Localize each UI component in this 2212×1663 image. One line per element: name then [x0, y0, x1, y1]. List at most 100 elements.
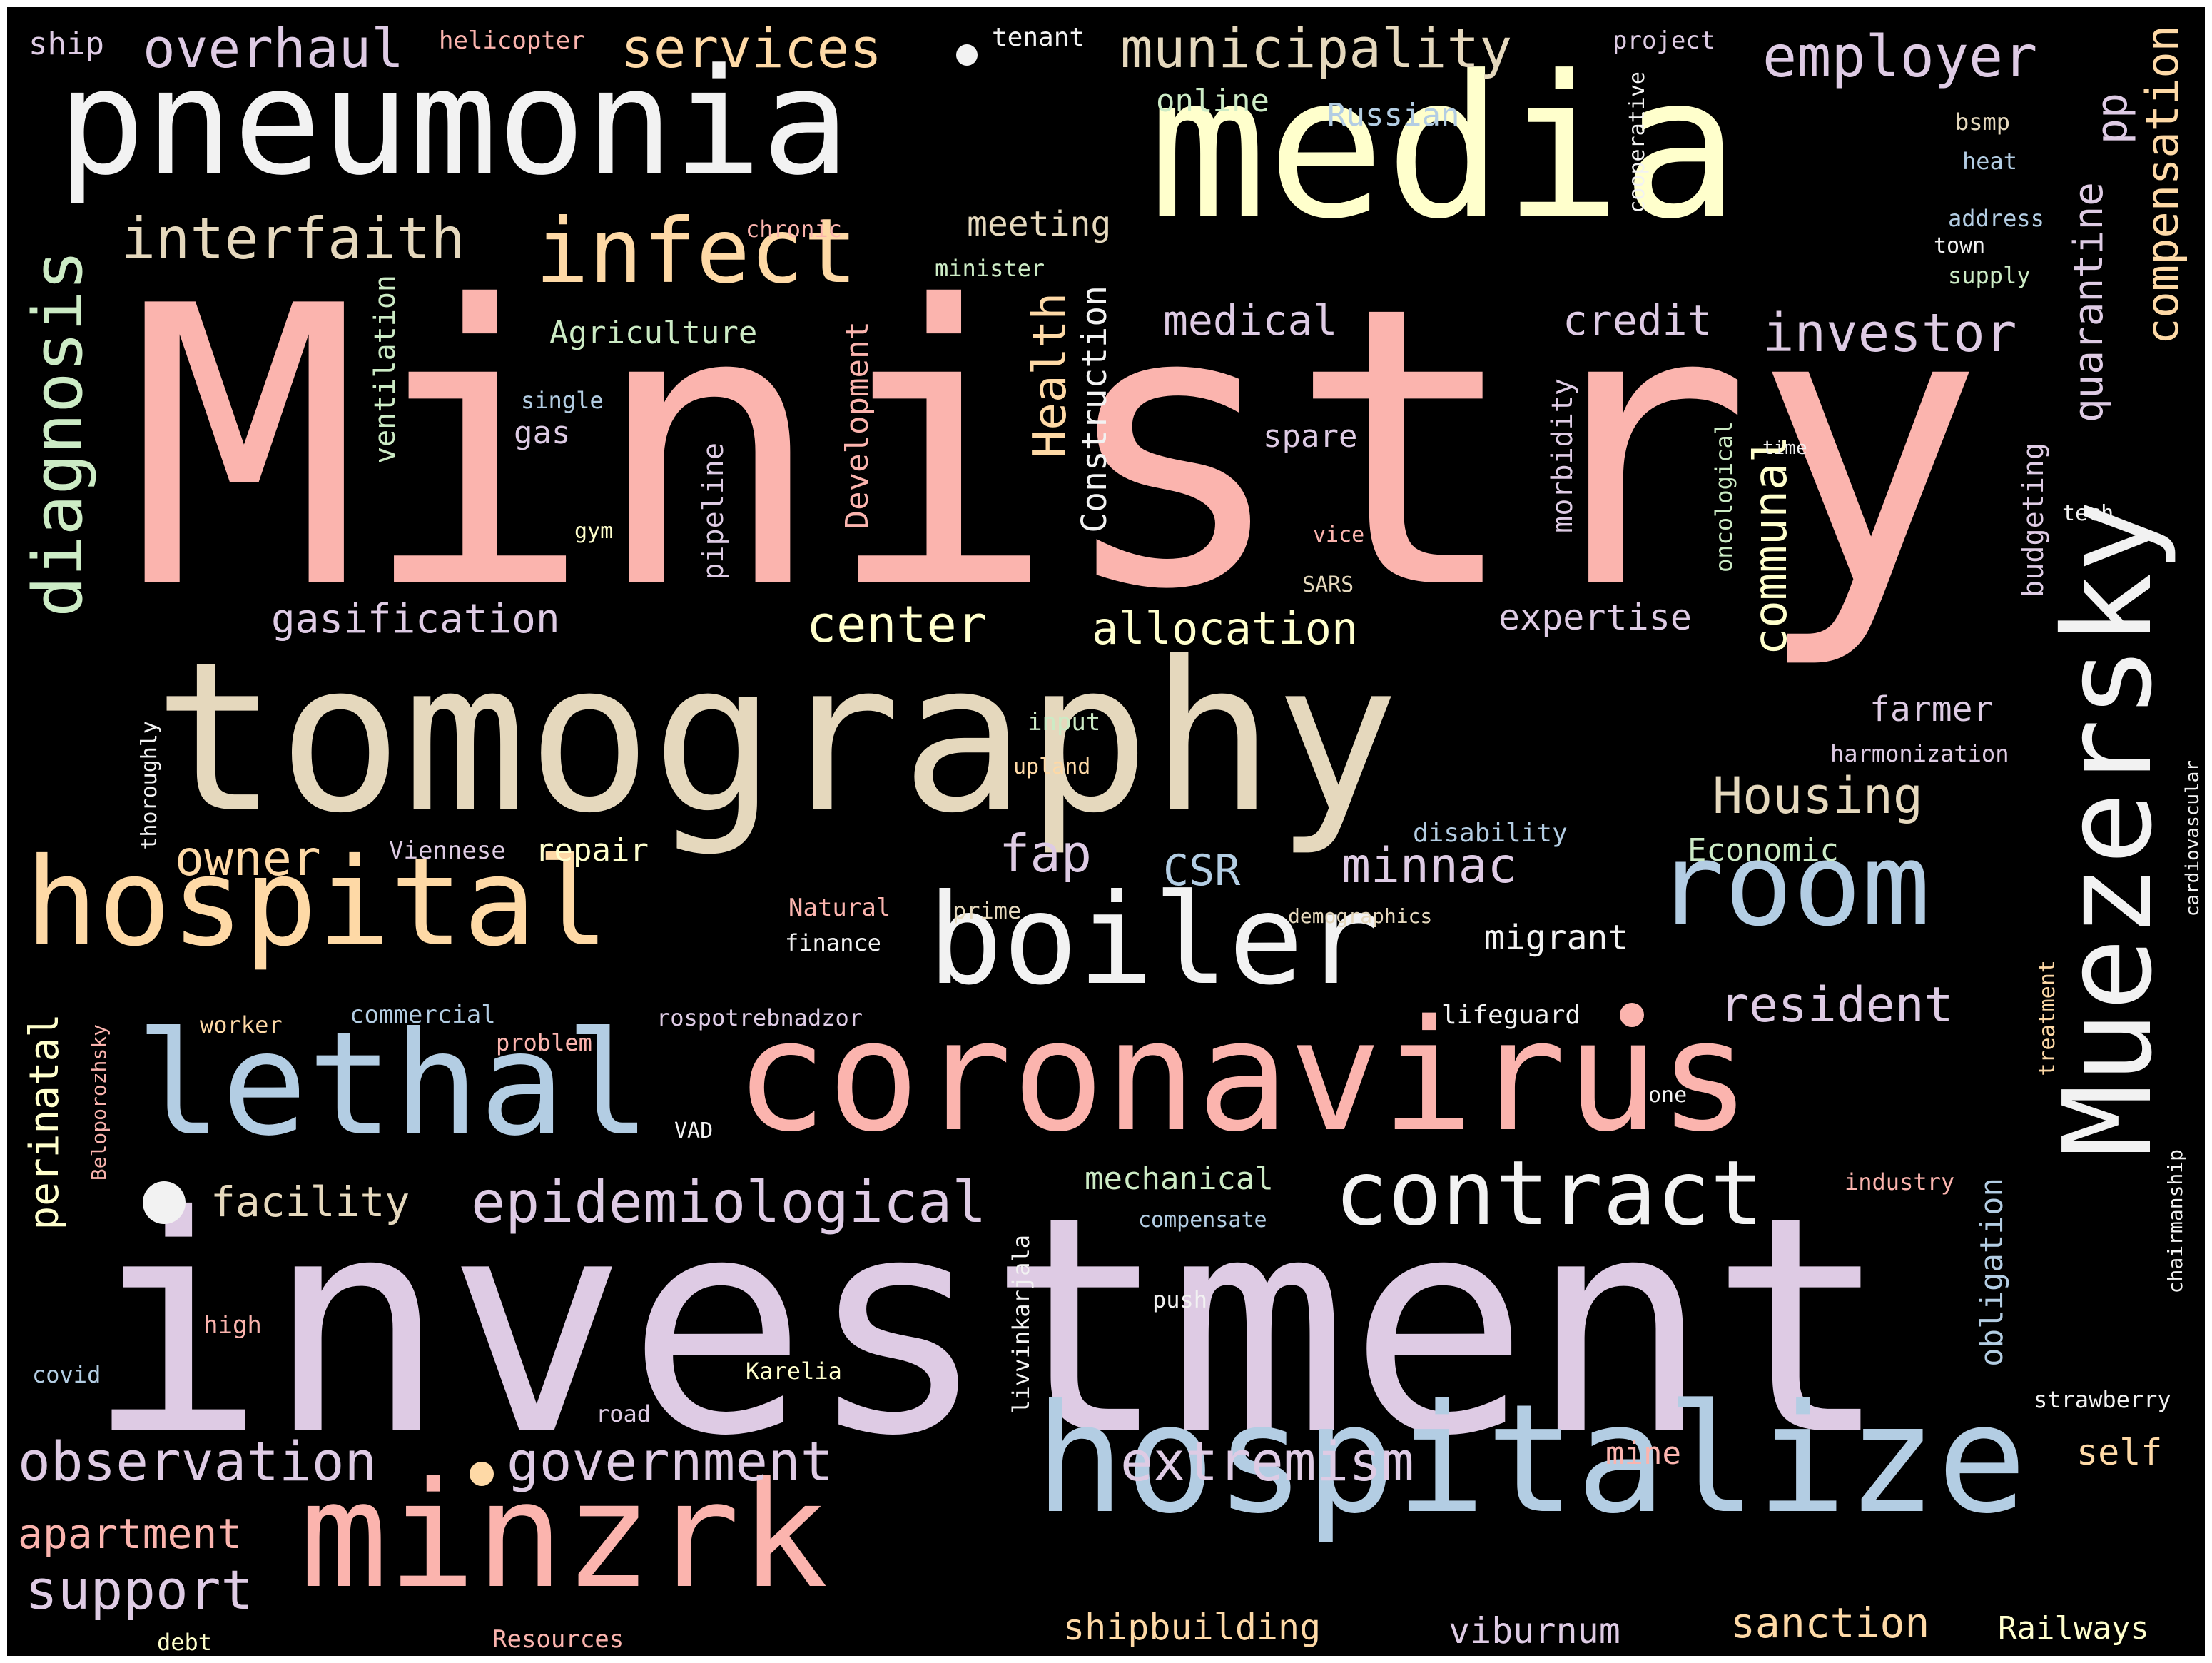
dot-mark [1620, 1003, 1644, 1027]
word: upland [1013, 754, 1091, 779]
word: overhaul [143, 16, 405, 80]
word: medical [1163, 296, 1338, 345]
dot-mark [143, 1181, 186, 1224]
word: time [1762, 438, 1807, 459]
word: quarantine [2066, 182, 2112, 423]
word: hospitalize [1035, 1372, 2027, 1547]
word: center [806, 595, 987, 654]
word: gym [574, 519, 614, 544]
word: Housing [1713, 767, 1924, 825]
word: thoroughly [137, 721, 162, 850]
word: services [621, 16, 883, 80]
word: pp [2087, 93, 2137, 145]
word: prime [953, 897, 1022, 924]
word: repair [535, 832, 649, 869]
word: town [1934, 233, 1986, 258]
word: expertise [1498, 597, 1692, 638]
word: tomography [153, 618, 1399, 859]
word: oncological [1710, 421, 1737, 572]
word: Development [839, 321, 876, 530]
word: diagnosis [19, 250, 98, 617]
word: bsmp [1955, 108, 2011, 136]
word: allocation [1092, 602, 1359, 654]
word: perinatal [21, 1014, 68, 1230]
word: minzrk [300, 1451, 828, 1621]
word: farmer [1869, 689, 1994, 729]
word: investor [1762, 303, 2017, 364]
word: helicopter [439, 26, 585, 55]
word: lethal [136, 1001, 651, 1168]
word: self [2076, 1432, 2163, 1473]
word: credit [1563, 296, 1713, 345]
word: Construction [1075, 285, 1115, 533]
word: contract [1334, 1142, 1765, 1245]
word: commercial [350, 1001, 496, 1029]
word: morbidity [1546, 378, 1579, 533]
word: fap [999, 824, 1092, 884]
word: Ministry [128, 226, 1984, 674]
word: online [1156, 83, 1269, 119]
word: sanction [1730, 1599, 1930, 1647]
word: mine [1605, 1435, 1681, 1472]
word: supply [1948, 262, 2031, 289]
word: harmonization [1830, 740, 2009, 767]
word: VAD [674, 1118, 714, 1143]
word: support [25, 1558, 254, 1622]
word: owner [175, 831, 321, 887]
word: minnac [1341, 838, 1517, 894]
word: Karelia [746, 1358, 842, 1385]
word: mechanical [1085, 1161, 1274, 1197]
word: spare [1263, 418, 1358, 455]
word: compensate [1138, 1208, 1267, 1233]
word: investment [86, 1153, 1890, 1502]
word: disability [1413, 819, 1568, 848]
word: room [1655, 818, 1931, 951]
word: heat [1962, 148, 2018, 175]
word: Resources [492, 1625, 624, 1654]
word: pneumonia [57, 38, 850, 208]
word: Viennese [389, 836, 506, 865]
word: media [1149, 34, 1740, 262]
word: observation [18, 1430, 377, 1493]
word: meeting [967, 204, 1112, 244]
word: cardiovascular [2182, 760, 2203, 917]
word: gas [514, 415, 571, 451]
word: demographics [1288, 904, 1433, 928]
word: livvinkarjala [1008, 1235, 1035, 1414]
word: viburnum [1449, 1610, 1620, 1652]
word: chairmanship [2163, 1149, 2187, 1294]
word: apartment [18, 1510, 243, 1558]
word: facility [210, 1178, 410, 1226]
word: resident [1720, 977, 1954, 1033]
word: infect [535, 200, 858, 303]
word: SARS [1302, 572, 1354, 597]
word: industry [1845, 1168, 1955, 1196]
word: obligation [1974, 1178, 2010, 1367]
word: address [1948, 205, 2044, 232]
word: Railways [1998, 1610, 2149, 1647]
word: lifeguard [1441, 1001, 1581, 1030]
word: Russian [1327, 97, 1460, 133]
word: boiler [928, 868, 1379, 1013]
word: shipbuilding [1063, 1607, 1321, 1648]
word: Agriculture [549, 315, 758, 351]
word: tenant [992, 23, 1085, 52]
word: Economic [1688, 832, 1839, 869]
word: project [1613, 26, 1715, 55]
word: coronavirus [735, 986, 1751, 1166]
word: gasification [271, 596, 560, 642]
word: pipeline [697, 443, 730, 580]
word: finance [785, 929, 881, 956]
word: compensation [2136, 25, 2188, 345]
word: ventilation [369, 275, 402, 464]
word: interfaith [121, 206, 465, 272]
word: employer [1762, 24, 2038, 90]
word: Health [1024, 293, 1077, 458]
word: Beloporozhsky [87, 1024, 111, 1181]
word: rospotrebnadzor [656, 1004, 863, 1031]
word: extremism [1120, 1430, 1414, 1493]
word: Natural [788, 894, 891, 922]
word: municipality [1120, 16, 1513, 80]
word: problem [496, 1029, 592, 1056]
word: one [1648, 1083, 1688, 1108]
